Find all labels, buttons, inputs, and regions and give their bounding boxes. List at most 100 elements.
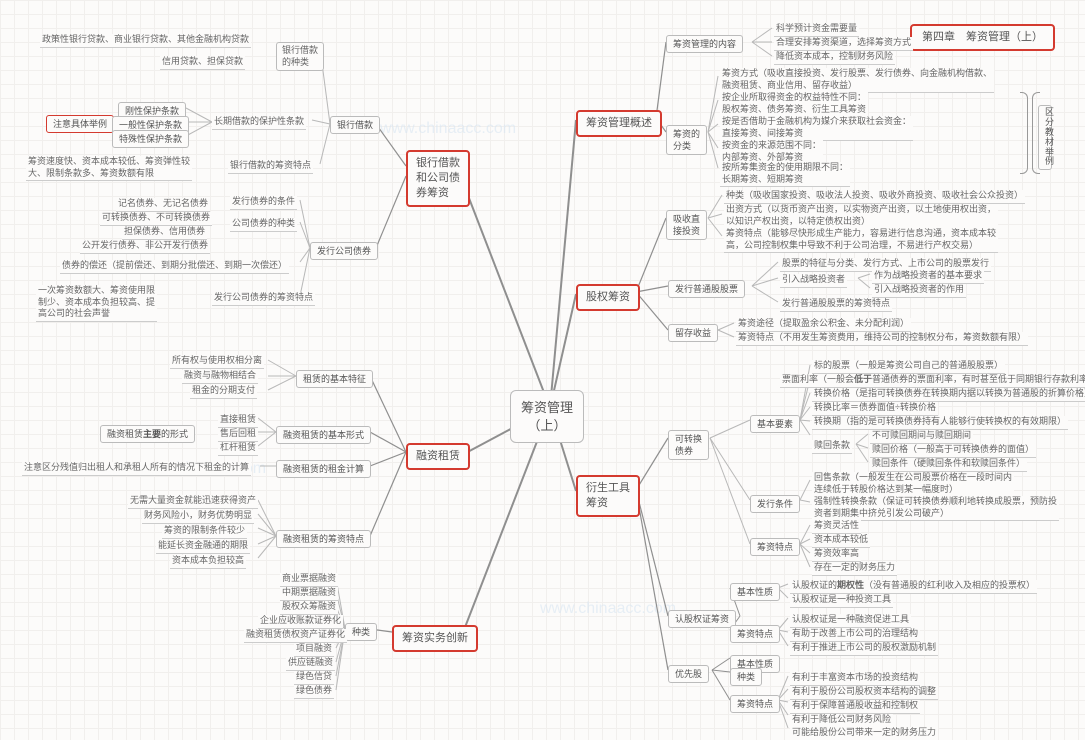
leaf-text: 融资租赁债权资产证券化 xyxy=(244,629,347,643)
leaf-text: 认股权证是一种融资促进工具 xyxy=(790,614,911,628)
leaf-text: 售后回租 xyxy=(218,428,258,442)
leaf-text: 资本成本负担较高 xyxy=(170,555,246,569)
node: 融资租赁的筹资特点 xyxy=(276,530,371,548)
leaf-text: 担保债券、信用债券 xyxy=(122,226,207,240)
leaf-text: 股权众筹融资 xyxy=(280,601,338,615)
leaf-text: 筹资特点（不用发生筹资费用，维持公司的控制权分布，筹资数额有限） xyxy=(736,332,1028,346)
major-m3: 筹资实务创新 xyxy=(392,625,478,652)
watermark: www.chinaacc.com xyxy=(380,120,516,138)
bracket xyxy=(1032,92,1040,174)
leaf-text: 引入战略投资者 xyxy=(780,274,847,288)
node: 筹资特点 xyxy=(730,695,780,713)
leaf-text: 绿色信贷 xyxy=(294,671,334,685)
node: 银行借款 xyxy=(330,116,380,134)
major-m6: 衍生工具筹资 xyxy=(576,475,640,517)
leaf-text: 中期票据融资 xyxy=(280,587,338,601)
node: 基本性质 xyxy=(730,583,780,601)
node: 筹资特点 xyxy=(750,538,800,556)
leaf-text: 发行公司债券的筹资特点 xyxy=(212,292,315,306)
leaf-text: 按是否借助于金融机构为媒介来获取社会资金：直接筹资、间接筹资 xyxy=(720,116,913,141)
leaf-text: 筹资速度快、资本成本较低、筹资弹性较大、限制条款多、筹资数额有限 xyxy=(26,156,192,181)
leaf-text: 发行债券的条件 xyxy=(230,196,297,210)
major-m4: 筹资管理概述 xyxy=(576,110,662,137)
node: 筹资的分类 xyxy=(666,125,707,155)
leaf-text: 筹资方式（吸收直接投资、发行股票、发行债券、向金融机构借款、融资租赁、商业信用、… xyxy=(720,68,994,93)
leaf-text: 作为战略投资者的基本要求 xyxy=(872,270,984,284)
leaf-text: 供应链融资 xyxy=(286,657,335,671)
leaf-text: 转换比率＝债券面值÷转换价格 xyxy=(812,402,938,416)
leaf-text: 票面利率（一般会低于普通债券的票面利率，有时甚至低于同期银行存款利率） xyxy=(780,374,1085,388)
leaf-text: 赎回条款 xyxy=(812,440,852,454)
leaf-text: 直接租赁 xyxy=(218,414,258,428)
node: 基本要素 xyxy=(750,415,800,433)
leaf-text: 不可赎回期间与赎回期间 xyxy=(870,430,973,444)
node: 发行普通股股票 xyxy=(668,280,745,298)
leaf-text: 注意区分残值归出租人和承租人所有的情况下租金的计算 xyxy=(22,462,251,476)
leaf-text: 筹资灵活性 xyxy=(812,520,861,534)
leaf-text: 降低资本成本，控制财务风险 xyxy=(774,51,895,65)
node: 区分教材举例 xyxy=(1038,105,1052,170)
leaf-text: 有利于降低公司财务风险 xyxy=(790,714,893,728)
leaf-text: 无需大量资金就能迅速获得资产 xyxy=(128,495,258,509)
leaf-text: 融资与融物相结合 xyxy=(182,370,258,384)
node: 发行条件 xyxy=(750,495,800,513)
leaf-text: 企业应收账款证券化 xyxy=(258,615,343,629)
leaf-text: 公司债券的种类 xyxy=(230,218,297,232)
major-m5: 股权筹资 xyxy=(576,284,640,311)
leaf-text: 有利于股份公司股权资本结构的调整 xyxy=(790,686,938,700)
leaf-text: 引入战略投资者的作用 xyxy=(872,284,966,298)
leaf-text: 可转换债券、不可转换债券 xyxy=(100,212,212,226)
leaf-text: 银行借款的种类 xyxy=(276,42,324,71)
node: 留存收益 xyxy=(668,324,718,342)
leaf-text: 科学预计资金需要量 xyxy=(774,23,859,37)
node: 优先股 xyxy=(668,665,709,683)
leaf-text: 能延长资金融通的期限 xyxy=(156,540,250,554)
leaf-text: 有助于改善上市公司的治理结构 xyxy=(790,628,920,642)
major-m2: 融资租赁 xyxy=(406,443,470,470)
leaf-text: 银行借款的筹资特点 xyxy=(228,160,313,174)
node: 融资租赁的基本形式 xyxy=(276,426,371,444)
leaf-text: 财务风险小，财务优势明显 xyxy=(142,510,254,524)
node: 种类 xyxy=(345,623,377,641)
node: 可转换债券 xyxy=(668,430,709,460)
leaf-text: 赎回价格（一般高于可转换债券的面值） xyxy=(870,444,1036,458)
node: 筹资管理的内容 xyxy=(666,35,743,53)
leaf-text: 筹资的限制条件较少 xyxy=(162,525,247,539)
leaf-text: 按企业所取得资金的权益特性不同：股权筹资、债务筹资、衍生工具筹资 xyxy=(720,92,868,117)
node: 吸收直接投资 xyxy=(666,210,707,240)
node: 筹资特点 xyxy=(730,625,780,643)
leaf-text: 绿色债券 xyxy=(294,685,334,699)
chapter-title: 第四章 筹资管理（上） xyxy=(910,24,1055,51)
leaf-text: 筹资效率高 xyxy=(812,548,861,562)
leaf-text: 有利于保障普通股收益和控制权 xyxy=(790,700,920,714)
leaf-text: 租金的分期支付 xyxy=(190,385,257,399)
leaf-text: 出资方式（以货币资产出资，以实物资产出资，以土地使用权出资，以知识产权出资，以特… xyxy=(724,204,998,229)
node: 发行公司债券 xyxy=(310,242,378,260)
bracket xyxy=(1020,92,1028,174)
node: 认股权证筹资 xyxy=(668,610,736,628)
leaf-text: 按所筹集资金的使用期限不同：长期筹资、短期筹资 xyxy=(720,162,850,187)
leaf-text: 回售条款（一般发生在公司股票价格在一段时间内连续低于转股价格达到某一幅度时） xyxy=(812,472,1014,497)
leaf-text: 有利于推进上市公司的股权激励机制 xyxy=(790,642,938,656)
leaf-text: 有利于丰富资本市场的投资结构 xyxy=(790,672,920,686)
leaf-text: 债券的偿还（提前偿还、到期分批偿还、到期一次偿还） xyxy=(60,260,289,274)
node: 特殊性保护条款 xyxy=(112,130,189,148)
leaf-text: 转换价格（是指可转换债券在转换期内据以转换为普通股的折算价格） xyxy=(812,388,1085,402)
leaf-text: 转换期（指的是可转换债券持有人能够行使转换权的有效期限） xyxy=(812,416,1068,430)
leaf-text: 商业票据融资 xyxy=(280,573,338,587)
leaf-text: 强制性转换条款（保证可转换债券顺利地转换成股票，预防投资者到期集中挤兑引发公司破… xyxy=(812,496,1059,521)
leaf-text: 筹资途径（提取盈余公积金、未分配利润） xyxy=(736,318,911,332)
leaf-text: 一次筹资数额大、筹资使用限制少、资本成本负担较高、提高公司的社会声誉 xyxy=(36,285,157,322)
leaf-text: 信用贷款、担保贷款 xyxy=(160,56,245,70)
major-m1: 银行借款和公司债券筹资 xyxy=(406,150,470,207)
leaf-text: 认股权证的期权性（没有普通股的红利收入及相应的投票权） xyxy=(790,580,1037,594)
leaf-text: 记名债券、无记名债券 xyxy=(116,198,210,212)
leaf-text: 所有权与使用权相分离 xyxy=(170,355,264,369)
watermark: www.chinaacc.com xyxy=(540,600,676,618)
node: 注意具体举例 xyxy=(46,115,114,133)
node: 融资租赁的租金计算 xyxy=(276,460,371,478)
leaf-text: 合理安排筹资渠道，选择筹资方式 xyxy=(774,37,913,51)
node: 租赁的基本特征 xyxy=(296,370,373,388)
center-node: 筹资管理（上） xyxy=(510,390,584,443)
leaf-text: 发行普通股股票的筹资特点 xyxy=(780,298,892,312)
